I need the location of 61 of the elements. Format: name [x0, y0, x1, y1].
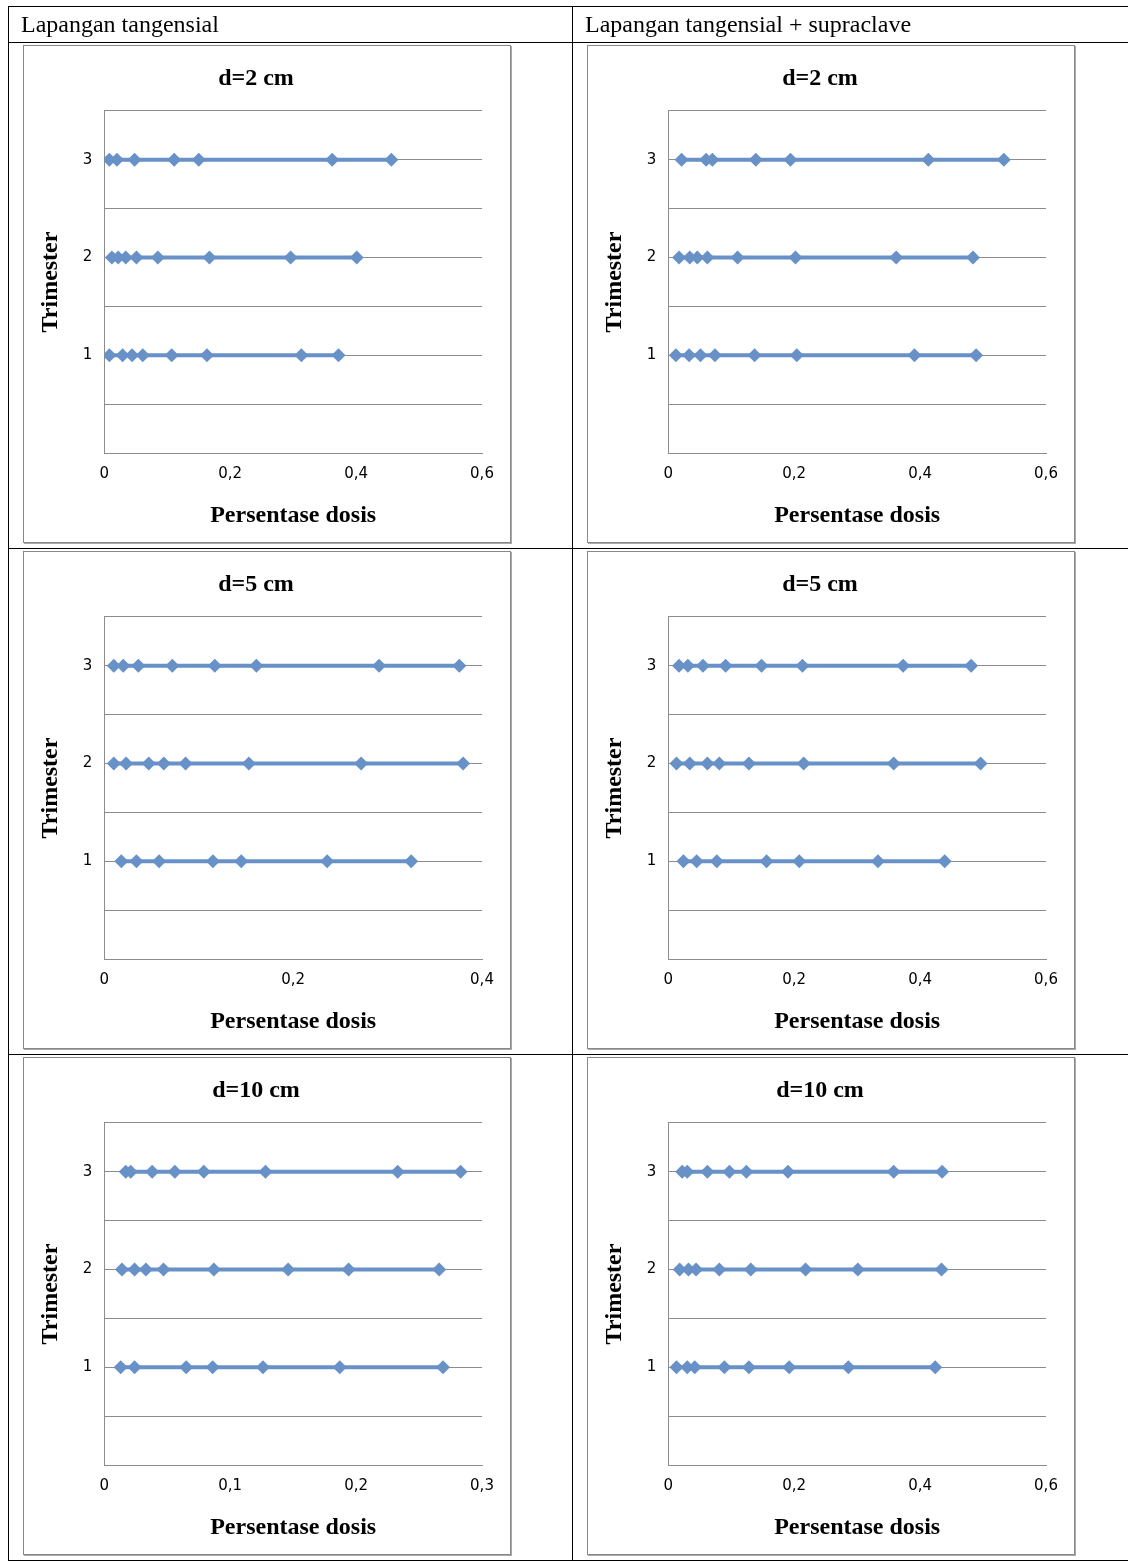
x-axis-title: Persentase dosis — [210, 1006, 377, 1033]
y-tick-label: 3 — [646, 655, 657, 674]
y-tick-label: 1 — [82, 345, 93, 364]
x-tick-label: 0,2 — [782, 970, 807, 989]
x-tick-label: 0,6 — [1034, 1476, 1058, 1495]
x-tick-label: 0,6 — [1034, 464, 1058, 483]
chart-title: d=2 cm — [782, 63, 858, 90]
y-axis-title: Trimester — [35, 737, 62, 839]
y-tick-label: 2 — [646, 1259, 657, 1278]
y-tick-label: 3 — [646, 1161, 657, 1180]
y-tick-label: 1 — [82, 851, 93, 870]
y-tick-label: 3 — [82, 1161, 93, 1180]
x-tick-label: 0,2 — [782, 464, 807, 483]
x-axis-title: Persentase dosis — [774, 1512, 941, 1539]
y-tick-label: 1 — [82, 1357, 93, 1376]
chart-title: d=10 cm — [776, 1075, 864, 1102]
x-tick-label: 0 — [663, 970, 674, 989]
y-tick-label: 2 — [82, 1259, 93, 1278]
y-axis-title: Trimester — [599, 231, 626, 333]
x-tick-label: 0,4 — [908, 970, 933, 989]
y-tick-label: 2 — [82, 247, 93, 266]
y-tick-label: 3 — [646, 149, 657, 168]
x-axis-title: Persentase dosis — [774, 500, 941, 527]
x-tick-label: 0,2 — [281, 970, 306, 989]
x-axis-title: Persentase dosis — [210, 1512, 377, 1539]
y-tick-label: 3 — [82, 655, 93, 674]
y-tick-label: 2 — [82, 753, 93, 772]
x-axis-title: Persentase dosis — [774, 1006, 941, 1033]
y-tick-label: 1 — [646, 851, 657, 870]
x-tick-label: 0 — [99, 970, 110, 989]
y-tick-label: 1 — [646, 1357, 657, 1376]
x-tick-label: 0 — [663, 1476, 674, 1495]
text: Lapangan tangensial — [8, 7, 572, 43]
chart-title: d=2 cm — [218, 63, 294, 90]
x-tick-label: 0,4 — [470, 970, 494, 989]
y-tick-label: 2 — [646, 247, 657, 266]
x-tick-label: 0 — [99, 1476, 110, 1495]
y-axis-title: Trimester — [35, 1243, 62, 1345]
x-tick-label: 0,1 — [218, 1476, 243, 1495]
x-tick-label: 0,4 — [908, 1476, 933, 1495]
x-tick-label: 0,2 — [218, 464, 243, 483]
y-tick-label: 1 — [646, 345, 657, 364]
x-tick-label: 0 — [663, 464, 674, 483]
y-tick-label: 2 — [646, 753, 657, 772]
chart-title: d=5 cm — [218, 569, 294, 596]
y-tick-label: 3 — [82, 149, 93, 168]
chart-title: d=5 cm — [782, 569, 858, 596]
x-axis-title: Persentase dosis — [210, 500, 377, 527]
text: Lapangan tangensial + supraclave — [572, 7, 1128, 43]
y-axis-title: Trimester — [35, 231, 62, 333]
x-tick-label: 0 — [99, 464, 110, 483]
x-tick-label: 0,4 — [344, 464, 369, 483]
x-tick-label: 0,6 — [470, 464, 494, 483]
x-tick-label: 0,6 — [1034, 970, 1058, 989]
x-tick-label: 0,4 — [908, 464, 933, 483]
y-axis-title: Trimester — [599, 737, 626, 839]
x-tick-label: 0,2 — [782, 1476, 807, 1495]
x-tick-label: 0,3 — [470, 1476, 494, 1495]
y-axis-title: Trimester — [599, 1243, 626, 1345]
chart-title: d=10 cm — [212, 1075, 300, 1102]
x-tick-label: 0,2 — [344, 1476, 369, 1495]
